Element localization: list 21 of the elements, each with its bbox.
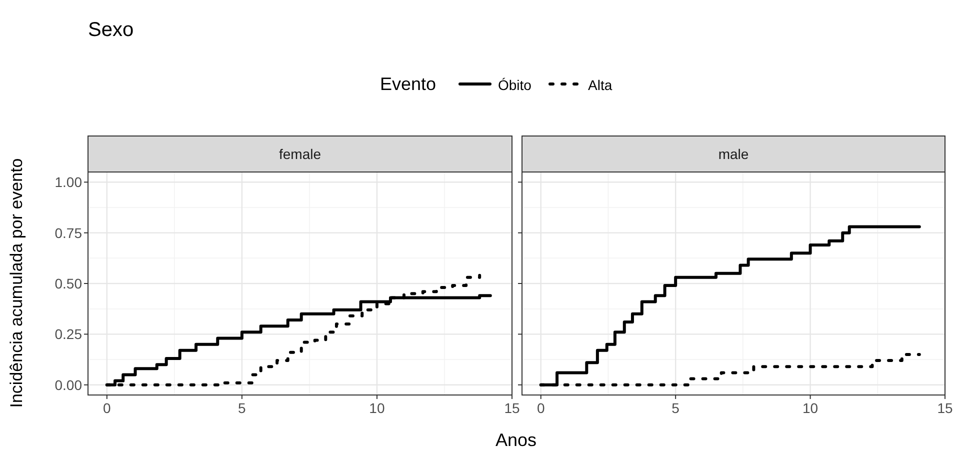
x-tick-label: 5 [672,400,680,416]
chart-title: Sexo [88,19,134,41]
y-tick-label: 0.50 [54,276,82,292]
legend-title: Evento [380,74,436,94]
y-tick-label: 0.00 [54,376,82,393]
x-axis-title: Anos [495,430,537,450]
y-axis-title: Incidência acumulada por evento [7,158,26,408]
y-tick-label: 0.75 [54,224,82,241]
chart-subtitle: male [718,146,749,162]
y-tick-label: 0.25 [54,326,82,342]
x-tick-label: 0 [103,400,112,416]
legend-label: Alta [588,77,612,93]
x-tick-label: 10 [802,400,818,416]
y-tick-label: 1.00 [54,174,82,190]
chart-subtitle: female [278,146,322,162]
x-tick-label: 5 [238,400,246,416]
x-tick-label: 15 [504,400,520,416]
x-tick-label: 10 [369,400,385,416]
x-tick-label: 15 [937,400,953,416]
legend-label: Óbito [498,77,532,93]
x-tick-label: 0 [536,400,545,416]
